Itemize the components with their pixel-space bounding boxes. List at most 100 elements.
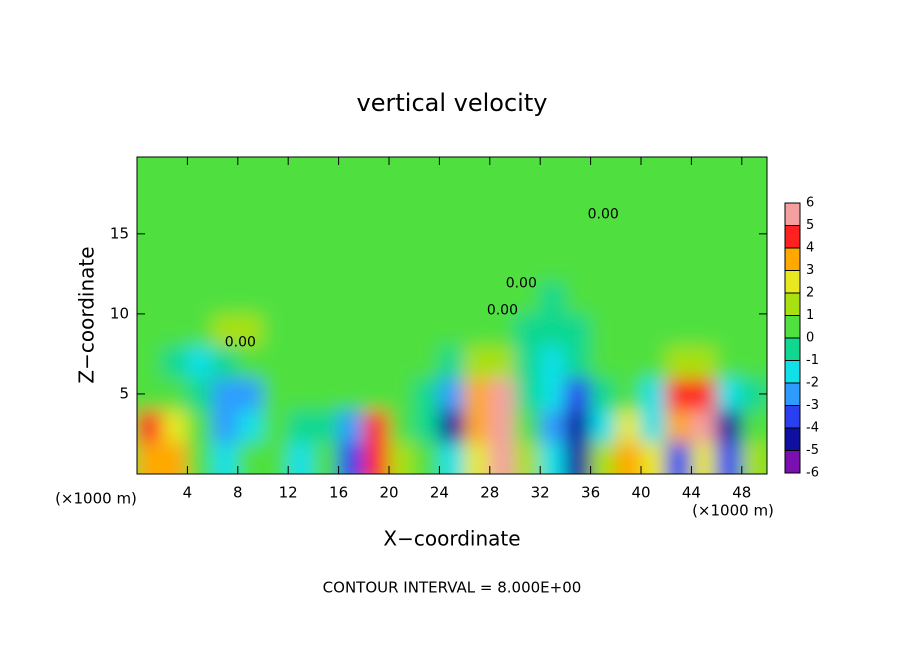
cell — [413, 281, 440, 315]
cell — [388, 217, 415, 251]
colorbar-label: 3 — [806, 263, 814, 278]
colorbar-label: 5 — [806, 218, 814, 233]
cell — [137, 249, 163, 283]
cell — [388, 377, 415, 411]
cell — [665, 313, 692, 347]
cell — [665, 441, 692, 474]
cell — [514, 377, 541, 411]
x-axis-label: X−coordinate — [383, 527, 520, 551]
cell — [438, 345, 466, 379]
cell — [716, 157, 743, 187]
colorbar-label: -1 — [806, 353, 819, 368]
cell — [489, 281, 516, 315]
cell — [161, 441, 188, 474]
cell — [186, 313, 214, 347]
cell — [312, 377, 340, 411]
cell — [690, 377, 718, 411]
cell — [287, 441, 314, 474]
contour-label: 0.00 — [506, 275, 537, 291]
contour-label: 0.00 — [225, 335, 256, 351]
x-tick-label: 36 — [581, 484, 600, 502]
cell — [489, 377, 516, 411]
cell — [338, 157, 365, 187]
cell — [464, 441, 491, 474]
cell — [363, 281, 390, 315]
cell — [388, 185, 415, 219]
x-tick-label: 12 — [279, 484, 298, 502]
cell — [438, 377, 466, 411]
cell — [186, 281, 214, 315]
x-tick-label: 40 — [631, 484, 650, 502]
colorbar-label: 4 — [806, 241, 814, 256]
colorbar-label: -6 — [806, 466, 819, 481]
y-tick-label: 5 — [119, 384, 129, 402]
cell — [363, 249, 390, 283]
overlay: 4 8 12 16 20 24 28 32 36 40 44 48510150.000.000.000… — [110, 156, 819, 502]
colorbar-band — [785, 405, 800, 428]
cell — [716, 249, 743, 283]
cell — [489, 157, 516, 187]
x-tick-label: 48 — [732, 484, 751, 502]
cell — [590, 409, 617, 443]
cell — [438, 281, 466, 315]
cell — [564, 345, 592, 379]
cell — [690, 249, 718, 283]
cell — [237, 249, 264, 283]
cell — [312, 281, 340, 315]
cell — [413, 441, 440, 474]
cell — [186, 345, 214, 379]
colorbar-band — [785, 383, 800, 406]
cell — [690, 281, 718, 315]
cell — [514, 281, 541, 315]
cell — [212, 345, 239, 379]
colorbar-label: 0 — [806, 331, 814, 346]
cell — [464, 313, 491, 347]
cell — [464, 185, 491, 219]
cell — [262, 281, 289, 315]
cell — [438, 157, 466, 187]
colorbar-band — [785, 225, 800, 248]
cell — [615, 249, 642, 283]
cell — [539, 377, 566, 411]
cell — [438, 441, 466, 474]
x-tick-label: 4 — [183, 484, 193, 502]
cell — [312, 157, 340, 187]
cell — [338, 313, 365, 347]
cell — [665, 345, 692, 379]
cell — [237, 377, 264, 411]
cell — [262, 409, 289, 443]
cell — [161, 217, 188, 251]
cell — [237, 281, 264, 315]
cell — [212, 409, 239, 443]
cell — [287, 217, 314, 251]
cell — [539, 441, 566, 474]
cell — [312, 313, 340, 347]
cell — [741, 157, 767, 187]
cell — [137, 441, 163, 474]
cell — [564, 377, 592, 411]
cell — [262, 185, 289, 219]
cell — [741, 281, 767, 315]
cell — [665, 217, 692, 251]
cell — [665, 281, 692, 315]
cell — [212, 157, 239, 187]
cell — [363, 313, 390, 347]
cell — [186, 157, 214, 187]
cell — [161, 409, 188, 443]
cell — [262, 345, 289, 379]
cell — [312, 185, 340, 219]
cell — [161, 345, 188, 379]
cell — [464, 377, 491, 411]
cell — [161, 281, 188, 315]
cell — [489, 249, 516, 283]
cell — [413, 157, 440, 187]
cell — [186, 441, 214, 474]
colorbar-label: 1 — [806, 308, 814, 323]
cell — [212, 441, 239, 474]
cell — [564, 409, 592, 443]
cell — [590, 281, 617, 315]
colorbar-band — [785, 360, 800, 383]
cell — [665, 377, 692, 411]
cell — [640, 345, 667, 379]
cell — [716, 313, 743, 347]
